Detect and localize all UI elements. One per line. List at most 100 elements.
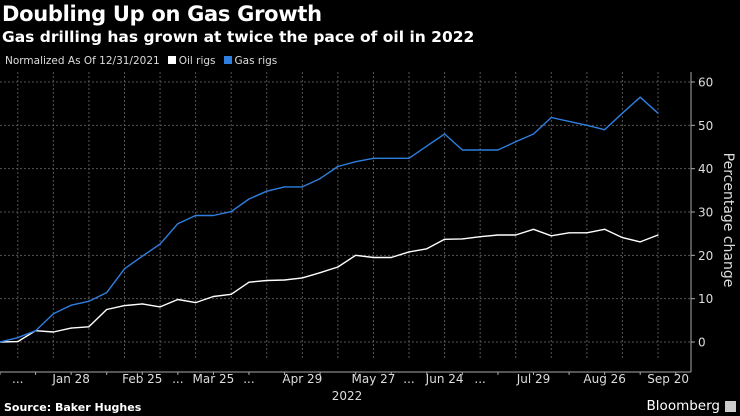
bloomberg-logo: Bloomberg <box>646 398 720 414</box>
y-tick-label: 10 <box>698 292 713 306</box>
data-point-gas <box>443 133 446 135</box>
y-tick-label: 20 <box>698 249 713 263</box>
data-point-oil <box>443 238 446 240</box>
data-point-gas <box>337 165 339 168</box>
data-point-gas <box>0 341 1 343</box>
data-point-gas <box>141 255 143 257</box>
data-point-oil <box>621 236 624 239</box>
data-point-gas <box>34 330 37 332</box>
data-point-gas <box>52 313 54 315</box>
data-point-gas <box>159 243 161 245</box>
source-note: Source: Baker Hughes <box>4 401 142 414</box>
data-point-oil <box>159 306 161 308</box>
x-tick-label: Apr 29 <box>282 372 322 386</box>
x-tick-label: ... <box>403 372 414 386</box>
data-point-gas <box>479 149 481 151</box>
legend: Normalized As Of 12/31/2021 Oil rigs Gas… <box>5 55 277 67</box>
data-point-oil <box>372 256 375 259</box>
data-point-oil <box>70 327 72 329</box>
data-point-gas <box>177 223 179 225</box>
data-point-oil <box>639 241 641 243</box>
legend-item-gas: Gas rigs <box>223 55 278 67</box>
data-point-oil <box>195 301 197 304</box>
data-point-gas <box>230 210 232 213</box>
data-point-oil <box>177 298 179 301</box>
data-point-gas <box>390 157 392 159</box>
data-point-gas <box>195 214 197 217</box>
data-point-oil <box>283 279 286 281</box>
data-point-gas <box>461 149 463 151</box>
data-point-oil <box>532 228 535 230</box>
data-point-oil <box>88 326 90 328</box>
data-point-gas <box>515 141 517 143</box>
data-point-oil <box>301 277 303 279</box>
data-point-oil <box>461 238 463 240</box>
data-point-gas <box>283 186 286 188</box>
x-tick-label: ... <box>172 372 183 386</box>
y-tick-label: 0 <box>698 336 706 350</box>
x-tick-label: Feb 25 <box>122 372 162 386</box>
y-tick-label: 30 <box>698 206 713 220</box>
data-point-gas <box>266 190 268 192</box>
y-tick-label: 60 <box>698 76 713 90</box>
data-point-gas <box>426 145 428 147</box>
data-point-gas <box>212 214 215 217</box>
legend-item-oil: Oil rigs <box>167 55 216 67</box>
data-point-oil <box>266 279 268 282</box>
data-point-oil <box>52 331 54 333</box>
data-point-gas <box>586 124 588 126</box>
data-point-oil <box>497 234 499 236</box>
data-point-gas <box>639 96 641 98</box>
data-point-gas <box>657 112 659 114</box>
legend-swatch-oil <box>167 56 176 64</box>
data-point-gas <box>123 268 126 270</box>
data-point-gas <box>408 157 410 159</box>
bloomberg-chart-icon <box>725 401 736 412</box>
data-point-oil <box>319 272 321 274</box>
data-point-gas <box>497 149 499 151</box>
data-point-oil <box>390 256 392 259</box>
data-point-gas <box>568 120 570 123</box>
data-point-oil <box>479 236 481 238</box>
x-tick-label: ... <box>12 372 23 386</box>
data-point-oil <box>408 251 410 253</box>
data-point-gas <box>355 161 357 163</box>
data-point-gas <box>532 133 535 135</box>
data-point-gas <box>88 300 90 302</box>
data-point-oil <box>568 232 570 234</box>
chart-subtitle: Gas drilling has grown at twice the pace… <box>2 28 475 46</box>
x-tick-label: Sep 20 <box>647 372 689 386</box>
data-point-oil <box>337 266 339 268</box>
data-point-oil <box>123 305 126 307</box>
data-point-oil <box>550 235 552 237</box>
x-tick-label: Mar 25 <box>193 372 235 386</box>
x-tick-label: Jul 29 <box>516 372 551 386</box>
x-tick-label: May 27 <box>352 372 396 386</box>
x-axis-year-label: 2022 <box>332 389 363 403</box>
data-point-oil <box>212 295 215 298</box>
x-tick-label: ... <box>243 372 254 386</box>
legend-label-oil: Oil rigs <box>178 55 216 67</box>
normalization-note: Normalized As Of 12/31/2021 <box>5 55 160 67</box>
x-tick-label: Aug 26 <box>583 372 626 386</box>
y-axis-title: Percentage change <box>720 153 736 288</box>
data-point-gas <box>70 304 72 306</box>
data-point-oil <box>17 340 19 343</box>
data-point-gas <box>621 112 624 114</box>
data-point-oil <box>604 228 606 230</box>
series-line-gas-rigs <box>0 96 659 343</box>
data-point-oil <box>230 293 232 295</box>
data-point-gas <box>17 337 19 339</box>
legend-label-gas: Gas rigs <box>234 55 278 67</box>
data-point-gas <box>248 198 250 200</box>
data-point-gas <box>319 178 321 180</box>
x-tick-label: Jan 28 <box>51 372 90 386</box>
data-point-oil <box>657 234 659 236</box>
x-tick-label: Jun 24 <box>425 372 464 386</box>
data-point-gas <box>301 186 303 188</box>
series-line-oil-rigs <box>0 228 659 343</box>
data-point-oil <box>515 234 517 236</box>
data-point-oil <box>106 308 108 311</box>
y-tick-label: 40 <box>698 162 713 176</box>
x-tick-label: ... <box>474 372 485 386</box>
